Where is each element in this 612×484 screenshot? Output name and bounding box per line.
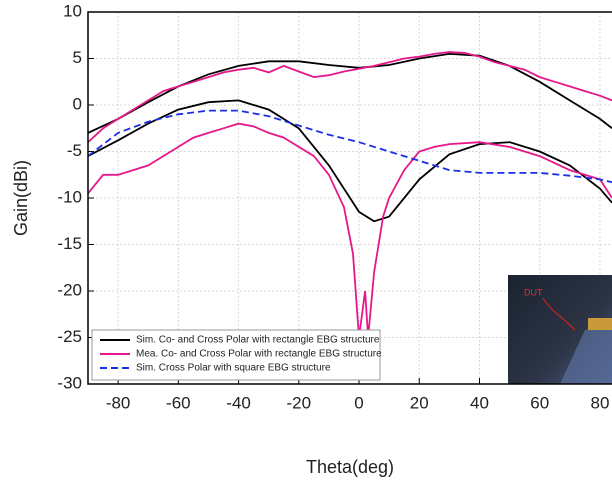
x-tick-label: -40 [226,393,251,412]
x-tick-label: 20 [410,393,429,412]
legend-box [91,329,381,381]
inset-detail [588,318,612,330]
x-tick-label: -20 [287,393,312,412]
plot-area [88,51,612,338]
series-line [88,109,612,184]
x-tick-label: 80 [590,393,609,412]
x-tick-label: -80 [106,393,131,412]
inset-detail [542,297,576,331]
legend-label: Sim. Cross Polar with square EBG structu… [136,363,331,374]
y-tick-label: -15 [57,234,82,253]
y-tick-label: -20 [57,280,82,299]
y-tick-label: 10 [63,1,82,20]
y-tick-label: -30 [57,373,82,392]
y-axis-label: Gain(dBi) [11,160,31,236]
y-tick-label: 0 [73,94,82,113]
x-tick-label: -60 [166,393,191,412]
inset-detail [560,325,612,384]
legend-label: Sim. Co- and Cross Polar with rectangle … [136,335,380,346]
x-tick-label: 60 [530,393,549,412]
inset-label: DUT [524,287,543,297]
y-tick-label: -5 [67,141,82,160]
plot-frame [87,11,612,385]
x-axis-label: Theta(deg) [306,457,394,477]
y-tick-label: 5 [73,48,82,67]
legend-label: Mea. Co- and Cross Polar with rectangle … [136,349,382,360]
x-tick-label: 40 [470,393,489,412]
series-line [88,51,612,338]
x-tick-label: 0 [354,393,363,412]
y-tick-label: -10 [57,187,82,206]
series-line [88,52,612,223]
y-tick-label: -25 [57,327,82,346]
